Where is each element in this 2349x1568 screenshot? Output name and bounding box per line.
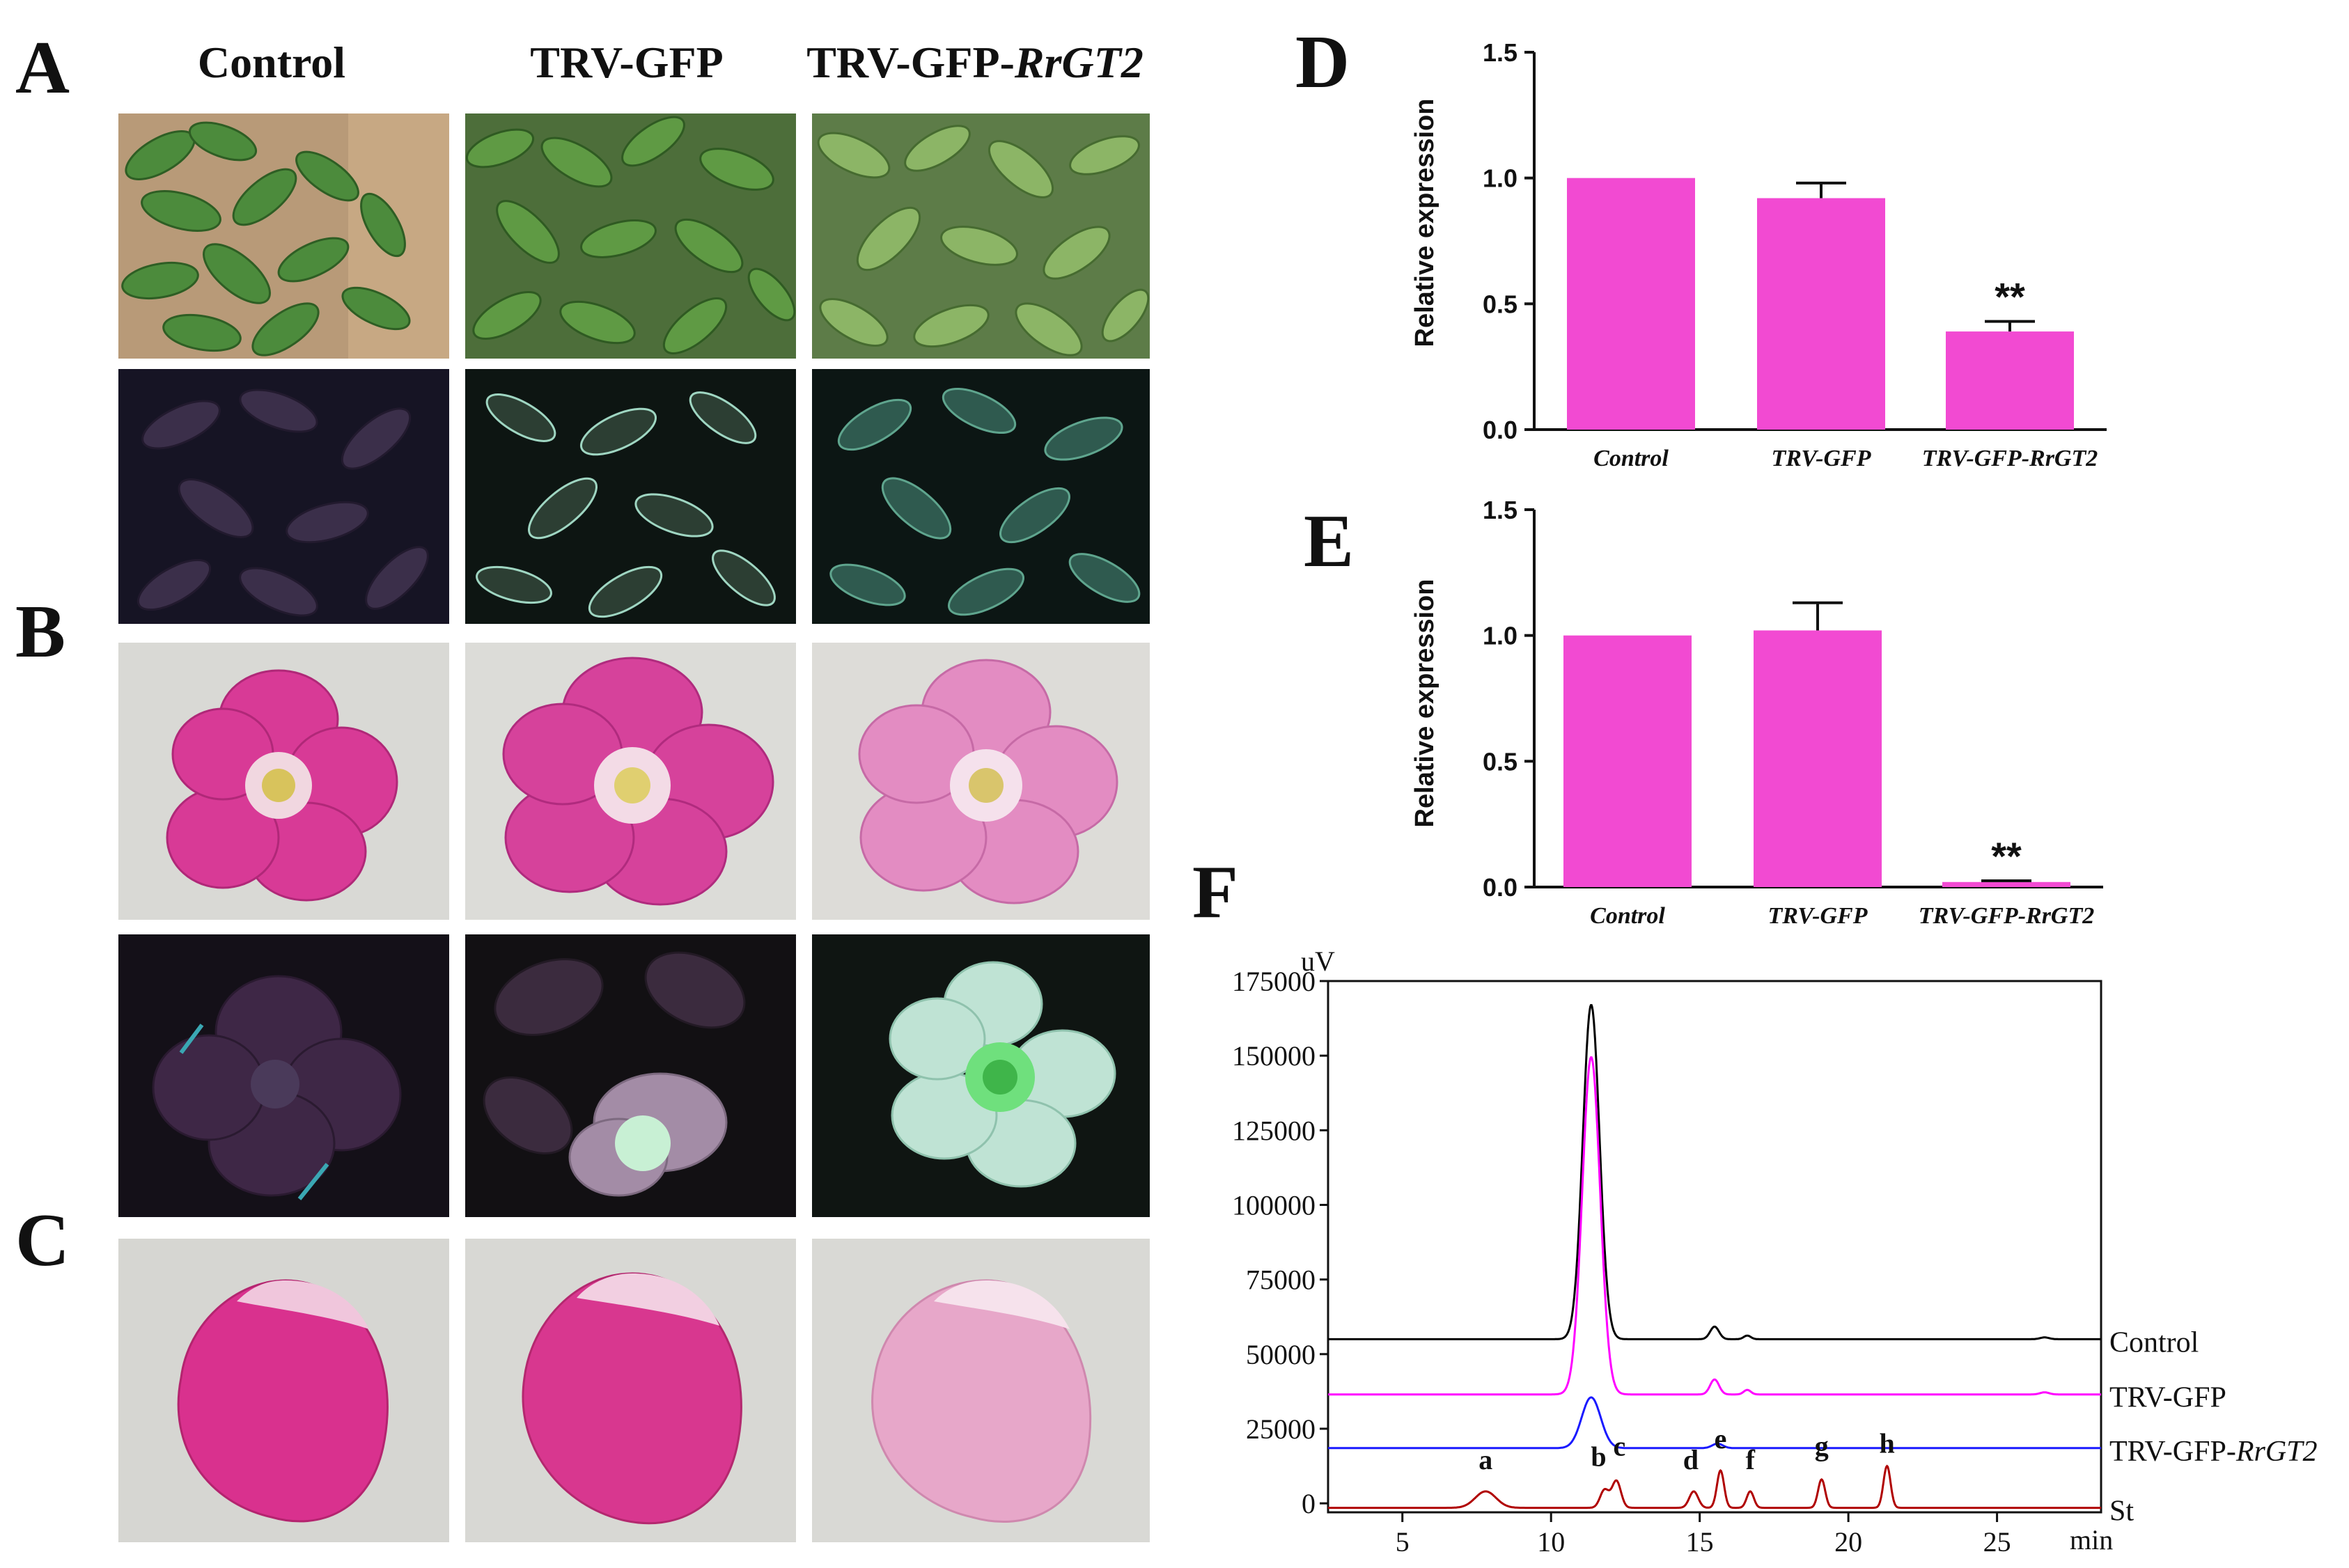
chartE-ytick-label: 1.0 — [1483, 622, 1517, 650]
chart-f-xtick-label: 15 — [1686, 1526, 1714, 1558]
chart-f-series-name: St — [2109, 1496, 2134, 1528]
chartE-ytick-label: 1.5 — [1483, 496, 1517, 524]
photo-flower-uv-control — [118, 934, 449, 1217]
chart-f-xtick-label: 10 — [1537, 1526, 1565, 1558]
chart-f-peak-label: f — [1746, 1444, 1756, 1475]
panel-label-c: C — [15, 1199, 70, 1282]
chart-f-xtick-label: 20 — [1834, 1526, 1862, 1558]
chart-d-ylabel: Relative expression — [1410, 99, 1439, 347]
photo-leaves-trv-gfp-rrgt2 — [812, 113, 1150, 359]
chart-f-trace — [1328, 1396, 2101, 1450]
photo-flower-control — [118, 643, 449, 920]
chart-f-ytick-label: 0 — [1302, 1488, 1316, 1519]
chart-f-series-name: Control — [2109, 1326, 2199, 1358]
chartE-ytick-label: 0.5 — [1483, 747, 1517, 776]
panel-label-d: D — [1295, 21, 1350, 104]
photo-leaves-control — [118, 113, 449, 359]
photo-leaves-trv-gfp — [465, 113, 796, 359]
chartE-significance: ** — [1991, 834, 2022, 878]
chartE-bar — [1942, 881, 2070, 887]
chart-f-peak-label: b — [1591, 1441, 1606, 1473]
chart-f-peak-label: g — [1815, 1431, 1829, 1462]
column-header-control: Control — [197, 38, 346, 87]
photo-flower-trv-gfp — [465, 643, 796, 920]
chartD-category-label: TRV-GFP-RrGT2 — [1922, 446, 2098, 471]
chart-f-series-gene: RrGT2 — [2235, 1436, 2318, 1468]
photo-leaves-uv-control — [118, 369, 449, 624]
column-header-trv-gfp: TRV-GFP — [530, 38, 724, 87]
photo-flower-trv-gfp-rrgt2 — [812, 643, 1150, 920]
chartE-ytick-label: 0.0 — [1483, 873, 1517, 902]
chartD-bar — [1567, 178, 1695, 430]
panel-label-a: A — [15, 26, 70, 109]
chartD-ytick-label: 0.5 — [1483, 290, 1517, 318]
panel-label-f: F — [1192, 851, 1238, 934]
chartE-bar — [1563, 635, 1692, 887]
photo-leaves-uv-trv-gfp-rrgt2 — [812, 369, 1150, 624]
chart-f-series-label: Control — [2109, 1326, 2199, 1358]
chart-f-trace — [1328, 1004, 2101, 1340]
chart-f-peak-label: a — [1478, 1444, 1492, 1475]
photo-leaves-uv-trv-gfp — [465, 369, 796, 624]
chartE-category-label: TRV-GFP — [1768, 903, 1868, 929]
chart-f-series-name: TRV-GFP — [2109, 1382, 2226, 1414]
chartD-category-label: Control — [1593, 446, 1669, 471]
panel-label-e: E — [1304, 500, 1355, 583]
chart-f-xunit: min — [2070, 1524, 2113, 1555]
chart-f-ytick-label: 175000 — [1232, 966, 1316, 997]
chart-f-yunit: uV — [1301, 946, 1335, 977]
chart-f-peak-label: d — [1683, 1444, 1699, 1475]
chart-f-peak-label: c — [1614, 1431, 1626, 1462]
chart-f-peak-label: h — [1879, 1427, 1894, 1459]
chart-e-ylabel: Relative expression — [1410, 579, 1439, 828]
chart-f-ytick-label: 125000 — [1232, 1115, 1316, 1146]
column-header-trv-gfp-rrgt2: TRV-GFP-RrGT2 — [806, 38, 1144, 87]
chart-f-ytick-label: 25000 — [1246, 1413, 1316, 1445]
chartD-category-label: TRV-GFP — [1772, 446, 1871, 471]
chart-f-trace — [1328, 1464, 2101, 1510]
photo-petal-trv-gfp — [465, 1239, 796, 1542]
chartD-ytick-label: 1.5 — [1483, 38, 1517, 67]
photo-flower-uv-trv-gfp — [465, 934, 796, 1217]
photo-flower-uv-trv-gfp-rrgt2 — [812, 934, 1150, 1217]
chartD-significance: ** — [1995, 275, 2025, 319]
chartE-category-label: TRV-GFP-RrGT2 — [1919, 903, 2095, 929]
chart-f-series-label: TRV-GFP — [2109, 1382, 2226, 1414]
chart-f-peak-label: e — [1715, 1423, 1727, 1455]
chart-f-ytick-label: 150000 — [1232, 1040, 1316, 1072]
chart-f-ytick-label: 100000 — [1232, 1189, 1316, 1221]
chart-f-trace — [1328, 1056, 2101, 1396]
chartD-bar — [1757, 198, 1885, 430]
chartE-category-label: Control — [1590, 903, 1665, 929]
chart-f-series-label: TRV-GFP-RrGT2 — [2109, 1436, 2318, 1468]
chartD-ytick-label: 0.0 — [1483, 416, 1517, 444]
panel-label-b: B — [15, 590, 66, 673]
chart-f-frame — [1327, 980, 2102, 1514]
chart-f-series-label: St — [2109, 1496, 2134, 1528]
chartE-bar — [1754, 630, 1882, 887]
photo-petal-control — [118, 1239, 449, 1542]
chart-f-xtick-label: 25 — [1983, 1526, 2011, 1558]
chartD-bar — [1946, 331, 2074, 430]
chart-f-ytick-label: 50000 — [1246, 1339, 1316, 1370]
chart-f-ytick-label: 75000 — [1246, 1264, 1316, 1296]
chartD-ytick-label: 1.0 — [1483, 164, 1517, 193]
chart-f-xtick-label: 5 — [1396, 1526, 1410, 1558]
photo-petal-trv-gfp-rrgt2 — [812, 1239, 1150, 1542]
chart-f-series-name: TRV-GFP- — [2109, 1436, 2236, 1468]
